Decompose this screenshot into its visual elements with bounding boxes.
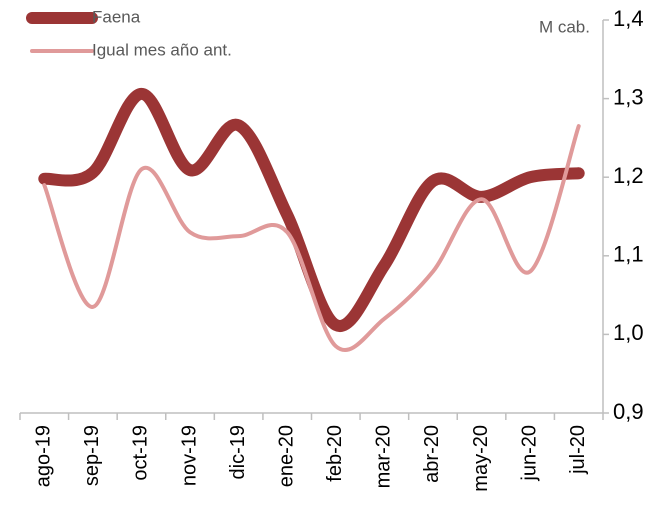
y-tick-label: 0,9 xyxy=(613,399,644,424)
y-tick-label: 1,3 xyxy=(613,84,644,109)
x-tick-label: oct-19 xyxy=(130,425,152,481)
y-tick-label: 1,1 xyxy=(613,242,644,267)
x-tick-label: may-20 xyxy=(470,425,492,492)
x-tick-label: sep-19 xyxy=(81,425,103,486)
series-line xyxy=(42,124,581,352)
x-tick-label: feb-20 xyxy=(324,425,346,482)
series-line xyxy=(38,87,585,332)
x-tick-label: jul-20 xyxy=(567,425,589,475)
unit-label: M cab. xyxy=(539,17,590,36)
y-tick-label: 1,0 xyxy=(613,320,644,345)
y-tick-label: 1,4 xyxy=(613,6,644,31)
x-tick-label: nov-19 xyxy=(178,425,200,486)
x-tick-label: dic-19 xyxy=(227,425,249,479)
x-tick-label: abr-20 xyxy=(421,425,443,483)
x-tick-label: ene-20 xyxy=(275,425,297,487)
y-tick-label: 1,2 xyxy=(613,163,644,188)
x-tick-label: jun-20 xyxy=(518,425,540,482)
legend-label: Faena xyxy=(92,7,141,26)
legend-label: Igual mes año ant. xyxy=(92,40,232,59)
x-tick-label: mar-20 xyxy=(373,425,395,488)
x-tick-label: ago-19 xyxy=(33,425,55,487)
